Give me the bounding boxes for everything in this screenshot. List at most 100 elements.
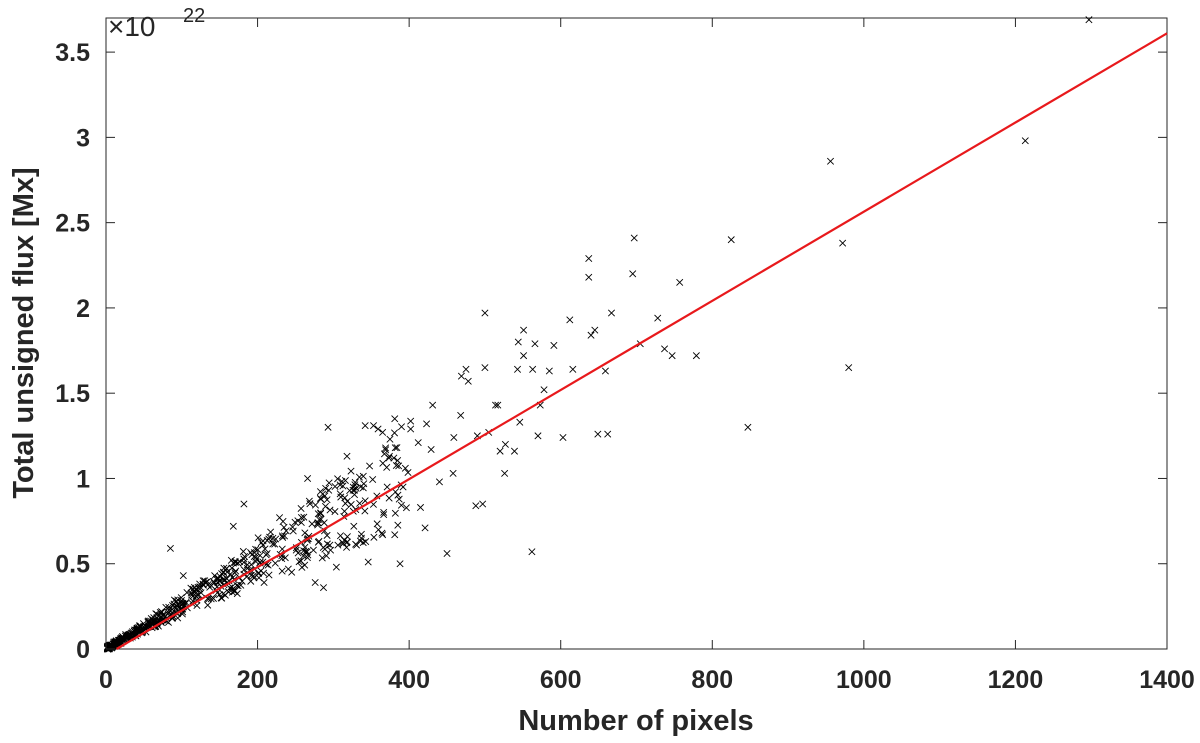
data-point xyxy=(334,541,342,549)
data-point xyxy=(309,546,317,554)
y-tick-label: 1.5 xyxy=(55,380,90,408)
data-point xyxy=(271,540,279,548)
data-point xyxy=(353,541,361,549)
data-point xyxy=(357,530,365,538)
data-point xyxy=(661,345,669,353)
data-point xyxy=(341,494,349,502)
data-point xyxy=(340,507,349,515)
data-point xyxy=(325,479,333,487)
data-point xyxy=(214,574,222,582)
x-axis-title: Number of pixels xyxy=(518,705,753,737)
data-point xyxy=(165,606,173,614)
data-point xyxy=(845,364,853,372)
data-point xyxy=(545,367,553,375)
data-point xyxy=(591,326,599,334)
data-point xyxy=(382,446,390,454)
data-point xyxy=(128,628,136,636)
data-point xyxy=(382,444,390,452)
data-point xyxy=(383,463,391,471)
data-point xyxy=(366,462,374,470)
data-point xyxy=(157,608,165,616)
data-point xyxy=(331,508,339,516)
data-point xyxy=(351,478,359,486)
data-point xyxy=(228,564,236,572)
data-point xyxy=(421,524,429,532)
data-point xyxy=(361,507,369,515)
data-point xyxy=(249,572,257,580)
data-point xyxy=(364,558,372,566)
data-point xyxy=(259,541,267,549)
data-point xyxy=(349,486,357,494)
data-point xyxy=(196,580,204,588)
data-point xyxy=(370,422,378,430)
data-point xyxy=(383,483,391,491)
data-point xyxy=(196,583,204,591)
data-point xyxy=(744,423,752,431)
data-point xyxy=(317,495,325,503)
data-point xyxy=(305,497,313,505)
data-point xyxy=(207,595,215,603)
data-point xyxy=(727,236,735,244)
data-point xyxy=(308,520,316,528)
data-point xyxy=(531,340,539,348)
data-point xyxy=(402,504,410,512)
data-point xyxy=(202,578,210,586)
data-point xyxy=(380,511,388,519)
data-point xyxy=(668,352,676,360)
x-tick-label: 0 xyxy=(99,666,113,694)
data-point xyxy=(472,502,480,510)
data-point xyxy=(423,420,431,428)
data-point xyxy=(550,341,558,349)
data-point xyxy=(318,554,326,562)
data-point xyxy=(676,278,684,286)
data-point xyxy=(373,520,381,528)
data-point xyxy=(692,352,700,360)
data-point xyxy=(479,500,487,508)
data-point xyxy=(379,428,387,436)
y-tick-label: 2.5 xyxy=(55,210,90,238)
data-point xyxy=(341,476,349,485)
data-point xyxy=(501,469,509,477)
data-point xyxy=(334,475,342,483)
data-point xyxy=(239,547,247,555)
data-point xyxy=(210,577,218,585)
data-point xyxy=(464,377,472,385)
y-axis-title: Total unsigned flux [Mx] xyxy=(8,167,40,498)
data-point xyxy=(300,513,308,521)
data-point xyxy=(256,552,264,560)
data-point xyxy=(294,549,302,557)
data-point xyxy=(262,551,270,559)
data-point xyxy=(391,531,399,539)
data-point xyxy=(587,331,595,339)
data-point xyxy=(252,545,260,553)
data-point xyxy=(601,367,609,375)
x-axis-ticks: 0 200 400 600 800 1000 1200 1400 xyxy=(99,18,1195,694)
data-point xyxy=(265,571,273,579)
data-point xyxy=(630,234,638,242)
data-point xyxy=(379,531,387,539)
plot-area xyxy=(105,17,1168,650)
data-point xyxy=(303,548,311,556)
data-point xyxy=(215,591,223,599)
data-point xyxy=(1021,137,1029,145)
data-point xyxy=(534,432,542,440)
data-point xyxy=(323,531,331,539)
data-point xyxy=(297,504,305,512)
data-point xyxy=(321,502,329,510)
data-point xyxy=(229,559,237,567)
data-point xyxy=(350,522,358,530)
data-point xyxy=(282,527,290,535)
data-point xyxy=(390,454,398,462)
data-point xyxy=(281,532,289,540)
data-point xyxy=(607,309,616,317)
data-point xyxy=(255,569,263,577)
y-tick-label: 2 xyxy=(76,295,90,323)
data-point xyxy=(279,517,287,525)
data-point xyxy=(404,468,412,477)
data-point xyxy=(429,401,437,409)
x-tick-label: 1000 xyxy=(836,666,892,694)
data-point xyxy=(122,634,130,642)
data-point xyxy=(315,537,323,545)
data-point xyxy=(124,633,132,641)
data-point xyxy=(311,578,319,587)
